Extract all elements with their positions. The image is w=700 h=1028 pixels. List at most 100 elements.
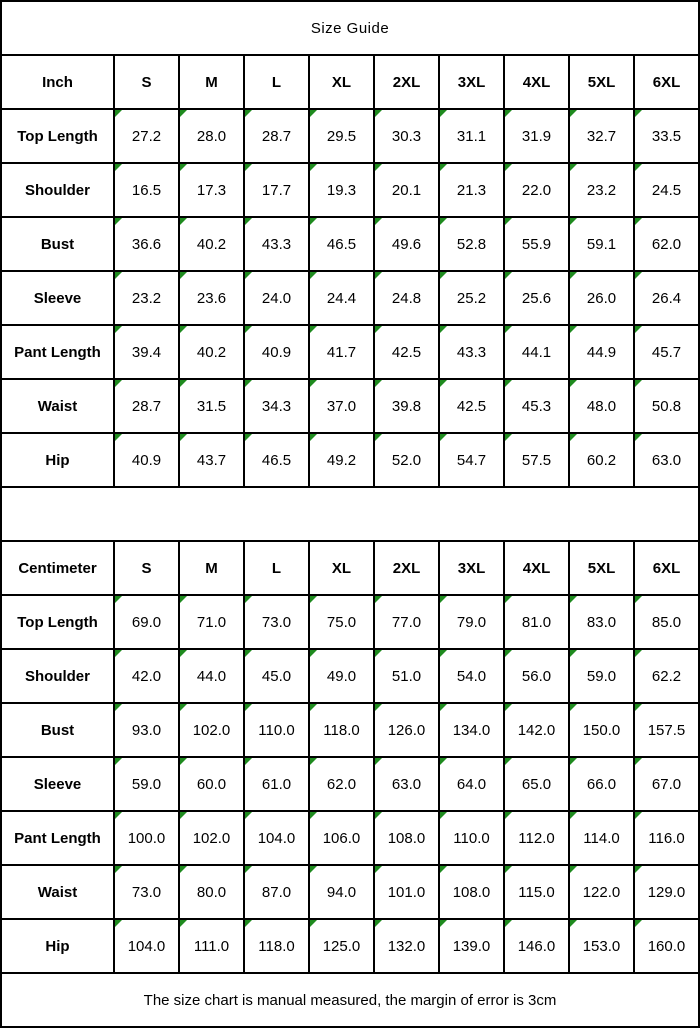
corner-marker-icon [116, 597, 122, 603]
corner-marker-icon [376, 867, 382, 873]
corner-marker-icon [246, 867, 252, 873]
size-header-cell: 4XL [503, 54, 570, 110]
size-header-row: Centimeter S M L XL 2XL 3XL 4XL 5XL 6XL [0, 540, 700, 596]
size-value-cell: 39.8 [373, 378, 440, 434]
size-value-cell: 139.0 [438, 918, 505, 974]
corner-marker-icon [246, 381, 252, 387]
corner-marker-icon [376, 219, 382, 225]
table-row: Shoulder 42.0 44.0 45.0 49.0 51.0 54.0 56.0 59.0… [0, 648, 700, 704]
corner-marker-icon [506, 597, 512, 603]
size-header-cell: 3XL [438, 540, 505, 596]
size-value-cell: 116.0 [633, 810, 700, 866]
corner-marker-icon [376, 381, 382, 387]
size-value-cell: 56.0 [503, 648, 570, 704]
corner-marker-icon [636, 651, 642, 657]
size-value-cell: 20.1 [373, 162, 440, 218]
corner-marker-icon [181, 597, 187, 603]
size-value-cell: 106.0 [308, 810, 375, 866]
size-value-cell: 108.0 [373, 810, 440, 866]
corner-marker-icon [311, 921, 317, 927]
table-row: Sleeve 59.0 60.0 61.0 62.0 63.0 64.0 65.0 66.0 67… [0, 756, 700, 812]
measure-label-cell: Pant Length [0, 810, 115, 866]
corner-marker-icon [311, 111, 317, 117]
corner-marker-icon [181, 327, 187, 333]
corner-marker-icon [311, 705, 317, 711]
size-value-cell: 41.7 [308, 324, 375, 380]
corner-marker-icon [506, 165, 512, 171]
size-value-cell: 85.0 [633, 594, 700, 650]
size-value-cell: 111.0 [178, 918, 245, 974]
size-value-cell: 44.0 [178, 648, 245, 704]
size-value-cell: 28.7 [243, 108, 310, 164]
size-value-cell: 40.9 [243, 324, 310, 380]
corner-marker-icon [571, 597, 577, 603]
size-header-cell: S [113, 540, 180, 596]
corner-marker-icon [246, 759, 252, 765]
corner-marker-icon [311, 435, 317, 441]
corner-marker-icon [376, 759, 382, 765]
corner-marker-icon [571, 759, 577, 765]
corner-marker-icon [636, 381, 642, 387]
size-value-cell: 36.6 [113, 216, 180, 272]
size-value-cell: 23.2 [568, 162, 635, 218]
size-value-cell: 104.0 [243, 810, 310, 866]
corner-marker-icon [636, 597, 642, 603]
corner-marker-icon [311, 327, 317, 333]
corner-marker-icon [246, 597, 252, 603]
corner-marker-icon [636, 813, 642, 819]
size-header-cell: 2XL [373, 540, 440, 596]
corner-marker-icon [636, 759, 642, 765]
corner-marker-icon [506, 327, 512, 333]
size-value-cell: 73.0 [243, 594, 310, 650]
size-value-cell: 28.7 [113, 378, 180, 434]
corner-marker-icon [116, 273, 122, 279]
table-row: Pant Length 100.0 102.0 104.0 106.0 108.0 110.… [0, 810, 700, 866]
size-value-cell: 24.5 [633, 162, 700, 218]
corner-marker-icon [246, 813, 252, 819]
corner-marker-icon [441, 597, 447, 603]
corner-marker-icon [636, 273, 642, 279]
size-value-cell: 110.0 [243, 702, 310, 758]
size-value-cell: 87.0 [243, 864, 310, 920]
measure-label-cell: Hip [0, 918, 115, 974]
corner-marker-icon [636, 327, 642, 333]
corner-marker-icon [636, 921, 642, 927]
corner-marker-icon [311, 651, 317, 657]
title-row: Size Guide [0, 0, 700, 56]
unit-header-cell: Inch [0, 54, 115, 110]
size-value-cell: 62.2 [633, 648, 700, 704]
size-value-cell: 134.0 [438, 702, 505, 758]
corner-marker-icon [571, 219, 577, 225]
corner-marker-icon [506, 435, 512, 441]
size-value-cell: 64.0 [438, 756, 505, 812]
size-value-cell: 26.0 [568, 270, 635, 326]
corner-marker-icon [181, 435, 187, 441]
size-value-cell: 44.1 [503, 324, 570, 380]
size-value-cell: 132.0 [373, 918, 440, 974]
corner-marker-icon [376, 921, 382, 927]
size-value-cell: 157.5 [633, 702, 700, 758]
spacer-cell [0, 486, 700, 542]
footer-note: The size chart is manual measured, the m… [0, 972, 700, 1028]
corner-marker-icon [116, 435, 122, 441]
corner-marker-icon [246, 651, 252, 657]
size-value-cell: 54.7 [438, 432, 505, 488]
size-value-cell: 43.7 [178, 432, 245, 488]
size-value-cell: 83.0 [568, 594, 635, 650]
size-value-cell: 102.0 [178, 810, 245, 866]
corner-marker-icon [246, 705, 252, 711]
corner-marker-icon [181, 381, 187, 387]
corner-marker-icon [571, 651, 577, 657]
size-value-cell: 23.2 [113, 270, 180, 326]
measure-label-cell: Hip [0, 432, 115, 488]
size-value-cell: 110.0 [438, 810, 505, 866]
corner-marker-icon [116, 759, 122, 765]
table-row: Bust 93.0 102.0 110.0 118.0 126.0 134.0 142.0 15… [0, 702, 700, 758]
footer-row: The size chart is manual measured, the m… [0, 972, 700, 1028]
size-value-cell: 100.0 [113, 810, 180, 866]
size-header-cell: XL [308, 540, 375, 596]
size-value-cell: 118.0 [308, 702, 375, 758]
size-header-cell: S [113, 54, 180, 110]
corner-marker-icon [311, 813, 317, 819]
size-header-cell: M [178, 540, 245, 596]
